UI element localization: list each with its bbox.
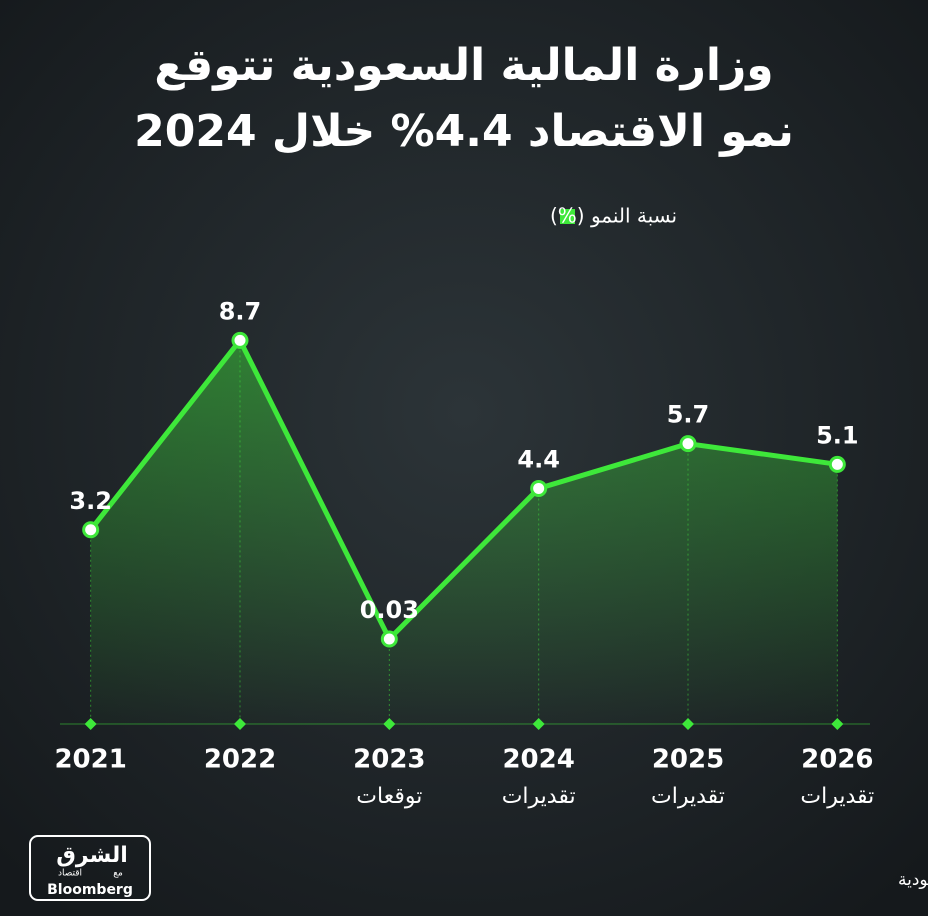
data-label: 8.7	[219, 297, 262, 325]
logo-sub: اقتصاد	[58, 869, 82, 879]
x-tick-label: 2022	[204, 745, 276, 775]
x-tick-label: 2025	[652, 745, 724, 775]
logo: الشرق اقتصاد مع Bloomberg	[29, 835, 151, 901]
point	[828, 455, 846, 473]
chart-title: وزارة المالية السعودية تتوقع	[154, 40, 773, 91]
x-tick-note: تقديرات	[800, 784, 874, 809]
logo-partner: Bloomberg	[47, 882, 133, 898]
data-label: 3.2	[69, 487, 112, 515]
x-tick-label: 2021	[54, 745, 126, 775]
logo-brand: الشرق	[56, 843, 128, 868]
data-label: 5.1	[816, 421, 859, 449]
point	[82, 521, 100, 539]
logo-frame	[29, 835, 151, 901]
x-tick-label: 2026	[801, 745, 873, 775]
point	[679, 435, 697, 453]
x-tick-label: 2023	[353, 745, 425, 775]
logo-with: مع	[113, 869, 123, 879]
x-tick-note: تقديرات	[651, 784, 725, 809]
x-tick-note: تقديرات	[502, 784, 576, 809]
legend-swatch	[560, 209, 575, 224]
point	[530, 479, 548, 497]
data-label: 5.7	[667, 401, 710, 429]
legend-label: نسبة النمو (%)	[550, 204, 677, 228]
source: المصدر: البيان التمهيدي لميزانية 2024 - …	[898, 870, 928, 890]
data-label: 0.03	[360, 596, 419, 624]
line	[88, 337, 838, 642]
x-tick-label: 2024	[502, 745, 574, 775]
x-tick-note: توقعات	[356, 784, 422, 809]
chart-title: نمو الاقتصاد 4.4% خلال 2024	[134, 106, 794, 157]
area	[90, 340, 838, 724]
data-label: 4.4	[517, 445, 560, 473]
point	[380, 630, 398, 648]
point	[231, 331, 249, 349]
